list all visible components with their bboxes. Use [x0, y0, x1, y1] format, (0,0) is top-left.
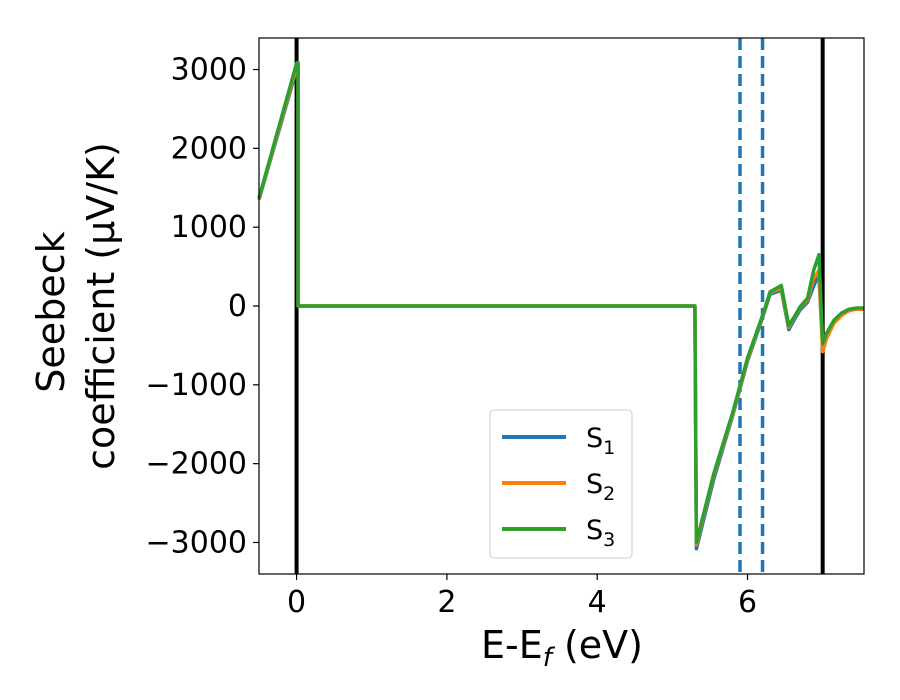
x-tick-label-1: 2 — [437, 585, 456, 620]
y-axis-label-line2: coefficient (μV/K) — [79, 142, 123, 470]
y-tick-label-3: 0 — [228, 289, 247, 324]
x-tick-label-2: 4 — [588, 585, 607, 620]
y-tick-label-2: 1000 — [171, 210, 247, 245]
x-ticks: 0 2 4 6 — [287, 574, 757, 620]
y-tick-label-1: 2000 — [171, 131, 247, 166]
y-ticks: 3000 2000 1000 0 −1000 −2000 −3000 — [146, 53, 259, 560]
y-tick-label-0: 3000 — [171, 53, 247, 88]
series-lines — [257, 60, 864, 551]
legend: S1 S2 S3 — [489, 409, 633, 559]
y-tick-label-6: −3000 — [146, 525, 247, 560]
legend-label-1: S1 — [586, 423, 615, 459]
x-tick-label-0: 0 — [287, 585, 306, 620]
legend-label-3: S3 — [586, 515, 615, 551]
x-axis-label: E-Ef (eV) — [481, 623, 643, 673]
y-tick-label-4: −1000 — [146, 368, 247, 403]
y-axis-label: Seebeck coefficient (μV/K) — [29, 142, 123, 470]
y-tick-label-5: −2000 — [146, 447, 247, 482]
y-axis-label-line1: Seebeck — [29, 231, 73, 392]
x-tick-label-3: 6 — [738, 585, 757, 620]
series-line-3 — [257, 60, 864, 545]
legend-label-2: S2 — [586, 469, 615, 505]
